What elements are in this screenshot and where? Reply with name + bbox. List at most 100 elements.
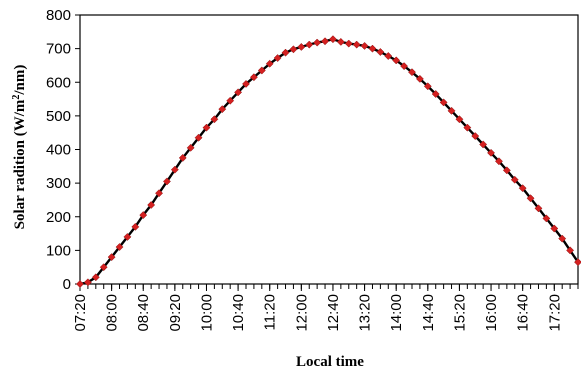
x-tick-label: 10:00: [198, 294, 215, 332]
data-point: [352, 40, 361, 49]
data-point: [115, 243, 124, 251]
y-axis-title-superscript: 2: [11, 95, 22, 100]
data-point: [479, 140, 488, 149]
data-point: [91, 273, 100, 282]
data-point: [447, 106, 456, 115]
data-point: [336, 37, 345, 46]
data-point: [76, 280, 84, 288]
data-point: [265, 59, 274, 68]
x-tick-label: 08:00: [104, 294, 121, 332]
y-tick-label: 600: [46, 74, 71, 91]
ticks: 0 100 200 300 400 500 600 700 800 07:20 08:00 08:40…: [46, 7, 579, 332]
y-axis-title-main: Solar radition (W/m: [12, 99, 28, 229]
data-point: [376, 48, 385, 56]
series-line: [79, 37, 579, 286]
data-point: [439, 98, 448, 107]
data-point: [455, 115, 464, 124]
data-point: [574, 258, 581, 267]
x-tick-label: 16:40: [515, 294, 532, 332]
x-tick-label: 09:20: [167, 294, 184, 332]
data-point: [99, 263, 108, 272]
data-point: [257, 66, 266, 75]
data-point: [510, 175, 519, 184]
data-point: [107, 253, 116, 262]
data-point: [242, 79, 250, 88]
x-tick-label: 17:20: [546, 294, 563, 332]
axes: [79, 14, 579, 285]
data-point: [360, 41, 369, 50]
data-point: [400, 62, 409, 71]
data-point: [321, 37, 330, 46]
data-point: [218, 105, 227, 114]
data-point: [415, 74, 424, 83]
x-tick-label: 12:00: [293, 294, 310, 332]
x-tick-label: 12:40: [325, 294, 342, 332]
data-point: [202, 123, 211, 132]
y-tick-label: 200: [46, 209, 71, 226]
data-point: [313, 38, 322, 47]
series: [76, 35, 581, 288]
x-axis-title: Local time: [296, 354, 364, 370]
data-point: [558, 234, 567, 243]
data-point: [234, 88, 243, 97]
data-point: [297, 42, 306, 51]
data-point: [305, 40, 314, 49]
data-point: [178, 153, 187, 162]
data-point: [408, 68, 416, 77]
data-point: [139, 211, 148, 220]
data-point: [518, 184, 527, 193]
data-point: [423, 82, 432, 91]
x-tick-label: 14:40: [420, 294, 437, 332]
x-tick-label: 15:20: [451, 294, 468, 332]
data-point: [487, 148, 496, 157]
data-point: [210, 115, 219, 124]
data-point: [226, 96, 235, 105]
data-point: [249, 73, 258, 82]
x-tick-label: 16:00: [483, 294, 500, 332]
data-point: [368, 44, 377, 53]
data-point: [328, 35, 337, 44]
x-tick-label: 13:20: [357, 294, 374, 332]
data-point: [281, 48, 290, 57]
data-point: [502, 166, 511, 175]
x-tick-label: 10:40: [230, 294, 247, 332]
data-point: [463, 123, 472, 132]
data-point: [162, 177, 171, 186]
data-point: [170, 165, 179, 174]
y-tick-label: 800: [46, 7, 71, 24]
data-point: [526, 194, 535, 203]
data-point: [344, 39, 353, 48]
plot-frame: [79, 14, 579, 285]
data-point: [123, 232, 132, 241]
y-tick-label: 700: [46, 41, 71, 58]
y-axis-title: Solar radition (W/m2/nm): [11, 65, 29, 230]
x-tick-label: 14:00: [388, 294, 405, 332]
y-tick-label: 100: [46, 242, 71, 259]
data-point: [289, 45, 298, 54]
x-tick-label: 11:20: [262, 294, 279, 330]
y-axis-title-tail: /nm): [12, 65, 28, 96]
data-point: [155, 189, 164, 198]
data-point: [534, 204, 543, 213]
data-point: [566, 246, 575, 255]
y-tick-label: 300: [46, 175, 71, 192]
data-point: [384, 52, 393, 60]
data-point: [392, 56, 401, 65]
data-point: [147, 201, 156, 209]
data-point: [194, 133, 203, 142]
y-tick-label: 500: [46, 108, 71, 125]
x-tick-label: 08:40: [135, 294, 152, 332]
data-point: [186, 143, 195, 152]
data-point: [550, 224, 559, 233]
data-point: [131, 222, 140, 231]
x-tick-label: 07:20: [72, 294, 89, 332]
data-point: [494, 157, 503, 166]
data-point: [431, 90, 440, 98]
data-point: [471, 132, 480, 141]
y-tick-label: 400: [46, 142, 71, 159]
data-point: [542, 214, 551, 223]
y-tick-label: 0: [63, 276, 71, 293]
data-point: [273, 54, 282, 62]
